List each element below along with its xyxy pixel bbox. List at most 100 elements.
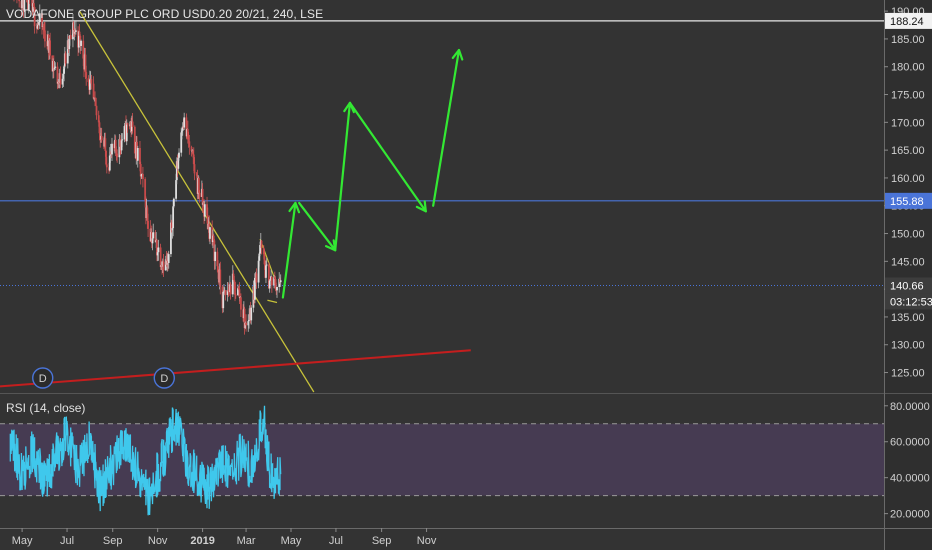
time-tick-label: Nov: [417, 535, 437, 547]
candle-body: [32, 3, 35, 8]
candle-body: [206, 204, 208, 216]
candle-body: [61, 78, 64, 85]
candle-body: [212, 235, 215, 241]
candle-body: [227, 290, 230, 292]
countdown-label-bg: [885, 293, 932, 310]
time-tick-label: May: [12, 535, 33, 547]
candle-body: [156, 240, 158, 256]
candle-body: [115, 149, 118, 154]
candle-body: [136, 147, 139, 161]
candle-body: [187, 139, 190, 142]
candle-body: [23, 0, 26, 11]
candle-body: [62, 73, 65, 79]
candle-body: [63, 66, 65, 74]
candle-body: [254, 277, 256, 300]
projection-segment: [334, 101, 352, 252]
candle-body: [224, 290, 227, 295]
countdown-label: 03:12:53: [885, 293, 932, 310]
projection-arrowhead: [415, 200, 427, 213]
candle-body: [238, 289, 241, 298]
candle-body: [151, 238, 154, 244]
candle-body: [121, 139, 124, 141]
projection-arrowhead: [288, 201, 301, 214]
candle-body: [82, 40, 85, 59]
wedge-upper: [259, 238, 277, 282]
candle-body: [140, 174, 143, 177]
candle-body: [234, 294, 237, 296]
price-candles: [13, 0, 282, 335]
candle-body: [257, 260, 260, 283]
candle-body: [105, 164, 108, 168]
candle-body: [27, 0, 30, 11]
dividend-marker: [32, 367, 54, 389]
candle-body: [111, 143, 113, 155]
price-label-155: 155.88: [885, 192, 932, 209]
trendline-descending-resistance: [79, 10, 315, 393]
candle-body: [260, 240, 263, 248]
candle-body: [170, 222, 172, 255]
price-label-last-bg: [885, 277, 932, 294]
trendline-long-term-support: [0, 349, 471, 388]
time-axis: May Jul Sep Nov 2019 Mar May Jul Sep Nov: [12, 528, 437, 547]
price-axis: 125.00130.00135.00140.00145.00150.00155.…: [884, 6, 925, 380]
candle-body: [157, 247, 160, 253]
candle-body: [278, 278, 281, 287]
time-tick-label: May: [281, 535, 302, 547]
candle-body: [139, 147, 141, 165]
candle-body: [226, 290, 229, 295]
candle-body: [87, 78, 90, 83]
candle-body: [276, 286, 278, 291]
candle-body: [38, 13, 41, 23]
candle-body: [133, 126, 136, 154]
candle-body: [195, 173, 198, 176]
candle-body: [68, 38, 71, 50]
candle-body: [114, 139, 117, 150]
candle-body: [125, 122, 128, 142]
rsi-tick-label: 40.0000: [890, 473, 930, 485]
time-tick-label: Jul: [60, 535, 74, 547]
dividend-marker: [153, 367, 175, 389]
candle-body: [211, 227, 214, 242]
candle-body: [248, 319, 250, 322]
candle-body: [170, 222, 173, 231]
projection-segment: [348, 101, 427, 213]
candle-body: [156, 252, 159, 256]
price-label-188-text: 188.24: [890, 16, 924, 28]
candle-body: [41, 13, 43, 27]
time-tick-label: Nov: [148, 535, 168, 547]
price-tick-label: 180.00: [891, 62, 925, 74]
price-label-155-text: 155.88: [890, 196, 924, 208]
candle-body: [108, 155, 111, 171]
candle-body: [167, 254, 170, 263]
candle-body: [245, 322, 247, 326]
price-label-155-bg: [885, 192, 932, 209]
candle-body: [183, 117, 186, 128]
candle-body: [100, 135, 103, 141]
candle-body: [74, 30, 77, 32]
candle-body: [147, 220, 149, 229]
dividend-marker-label: D: [39, 373, 47, 385]
candle-body: [54, 66, 57, 68]
candle-body: [43, 30, 46, 31]
candle-body: [59, 73, 62, 85]
candle-body: [274, 279, 277, 290]
candle-body: [262, 247, 265, 255]
time-tick-label: 2019: [190, 535, 214, 547]
candle-body: [73, 30, 76, 34]
candle-body: [36, 23, 39, 29]
candle-body: [38, 22, 40, 25]
candle-body: [105, 151, 107, 165]
price-tick-label: 135.00: [891, 312, 925, 324]
candle-body: [250, 307, 253, 321]
rsi-tick-label: 80.0000: [890, 401, 930, 413]
candle-body: [52, 60, 55, 70]
projection-segment: [298, 201, 337, 252]
price-label-last-text: 140.66: [890, 280, 924, 292]
candle-body: [150, 232, 153, 244]
projection-arrows: [281, 48, 464, 299]
price-tick-label: 160.00: [891, 173, 925, 185]
candle-body: [181, 130, 183, 133]
candle-body: [84, 54, 87, 73]
